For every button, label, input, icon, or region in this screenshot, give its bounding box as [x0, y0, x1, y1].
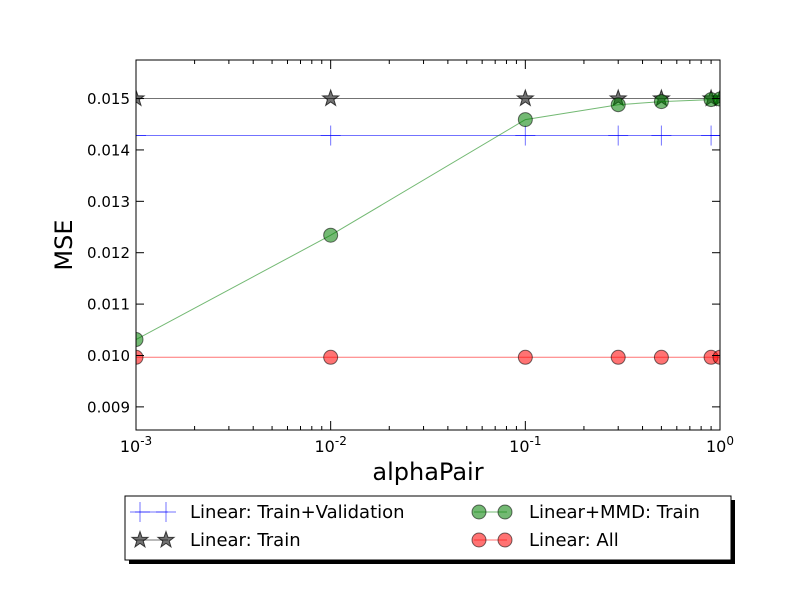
y-tick-label: 0.012: [87, 244, 130, 262]
legend-label: Linear: All: [529, 530, 619, 551]
legend-marker: [497, 532, 513, 548]
legend-marker: [471, 504, 487, 520]
y-tick-label: 0.015: [87, 90, 130, 108]
series-4-point: [653, 349, 669, 365]
y-tick-label: 0.010: [87, 347, 130, 365]
legend-label: Linear: Train: [190, 530, 301, 551]
legend-label: Linear: Train+Validation: [190, 502, 405, 523]
series-4-point: [323, 349, 339, 365]
y-tick-label: 0.011: [87, 296, 130, 314]
series-1-point: [651, 125, 672, 146]
y-tick-label: 0.013: [87, 193, 130, 211]
series-3-point: [712, 91, 720, 107]
legend-marker: [130, 529, 150, 549]
y-axis-label: MSE: [50, 219, 78, 270]
series-3-point: [323, 227, 339, 243]
legend-entry: Linear: Train+Validation: [130, 502, 405, 523]
series-4: [136, 349, 720, 365]
legend-entry: Linear: All: [471, 530, 619, 551]
series-4-point: [517, 349, 533, 365]
series-1-point: [710, 125, 720, 146]
y-tick-label: 0.009: [87, 398, 130, 416]
y-tick-label: 0.014: [87, 141, 130, 159]
series-1-point: [320, 125, 341, 146]
series-1-point: [136, 125, 146, 146]
series-1-point: [608, 125, 629, 146]
legend-label: Linear+MMD: Train: [529, 502, 700, 523]
x-tick-label: 100: [706, 434, 734, 456]
x-tick-label: 10-1: [509, 434, 541, 456]
legend-marker: [497, 504, 513, 520]
series-3-point: [136, 332, 144, 348]
legend-entry: Linear: Train: [130, 529, 301, 551]
series-3-point: [610, 97, 626, 113]
series-3-point: [517, 112, 533, 128]
series-4-point: [610, 349, 626, 365]
legend-entry: Linear+MMD: Train: [471, 502, 700, 523]
x-tick-label: 10-2: [315, 434, 347, 456]
series-1-point: [515, 125, 536, 146]
series-3: [136, 91, 720, 348]
plot-area: [136, 60, 720, 430]
x-tick-label: 10-3: [120, 434, 152, 456]
legend-marker: [156, 502, 176, 522]
legend-marker: [471, 532, 487, 548]
series-2-point: [321, 88, 341, 107]
series-1: [136, 125, 720, 146]
plot-frame: [135, 59, 721, 431]
legend-box: [124, 495, 732, 561]
legend-marker: [156, 529, 176, 549]
series-2-point: [136, 88, 146, 107]
series-2-point: [515, 88, 535, 107]
series-3-point: [653, 94, 669, 110]
series-4-point: [136, 349, 144, 365]
series-4-point: [712, 349, 720, 365]
legend: Linear: Train+Validation Linear: Train Lin…: [124, 495, 735, 564]
legend-marker: [130, 502, 150, 522]
x-axis-label: alphaPair: [372, 458, 483, 486]
